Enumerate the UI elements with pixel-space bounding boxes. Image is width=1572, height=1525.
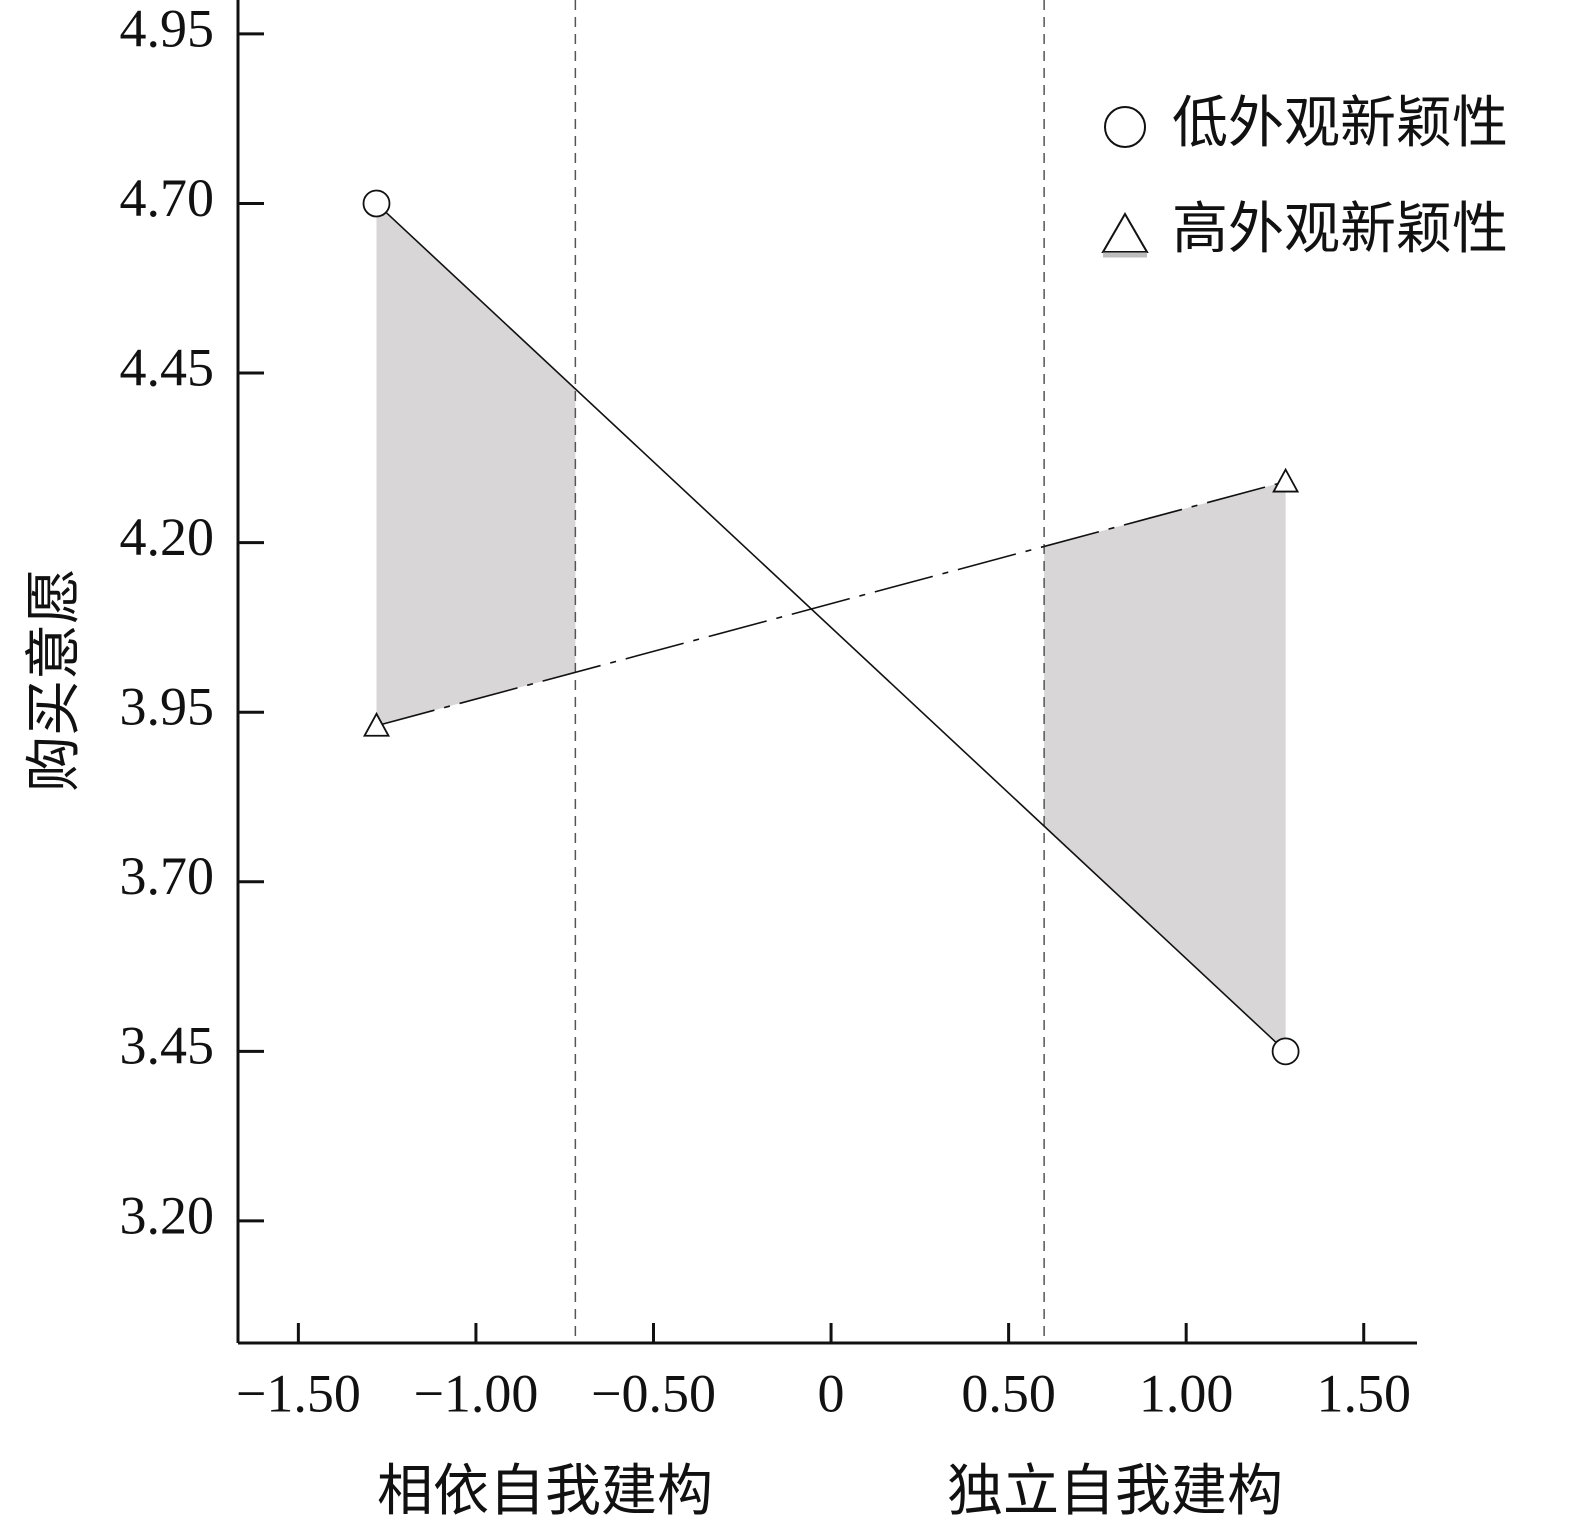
x-tick-label: −1.00: [413, 1363, 538, 1423]
y-tick-label: 3.70: [120, 846, 215, 906]
x-tick-label: −0.50: [591, 1363, 716, 1423]
legend-label-low-novelty: 低外观新颖性: [1172, 91, 1508, 156]
significance-region-2: [1044, 481, 1286, 1052]
legend-item-high-novelty: 高外观新颖性: [1101, 197, 1508, 262]
series-1-point: [1271, 1037, 1300, 1066]
series-line-1: [375, 202, 1287, 1052]
series-2-point: [362, 711, 391, 737]
axes: [236, 0, 1417, 1345]
significance-shading: [376, 203, 1286, 1052]
y-ticks: 3.20 3.45 3.70 3.95 4.20 4.45 4.70 4.95: [120, 0, 264, 1245]
series-2-point: [1272, 467, 1300, 493]
series-markers: [362, 189, 1300, 1066]
x-ticks: −1.50 −1.00 −0.50 0 0.50 1.00 1.50: [236, 1323, 1411, 1423]
y-tick-label: 4.95: [120, 0, 215, 58]
x-axis-title-right: 独立自我建构: [947, 1459, 1283, 1524]
legend-label-high-novelty: 高外观新颖性: [1172, 197, 1508, 262]
circle-marker-icon: [1104, 106, 1146, 148]
y-tick-label: 3.45: [120, 1016, 215, 1076]
x-tick-label: 1.00: [1139, 1363, 1234, 1423]
legend-item-low-novelty: 低外观新颖性: [1104, 91, 1508, 156]
y-tick-label: 4.45: [120, 337, 215, 397]
y-axis-title: 购买意愿: [22, 568, 87, 792]
x-tick-label: 0: [818, 1363, 845, 1423]
y-tick-label: 4.70: [120, 168, 215, 228]
series-1-point: [362, 189, 391, 218]
x-tick-label: 1.50: [1316, 1363, 1411, 1423]
series-line-2: [376, 480, 1286, 727]
x-tick-label: 0.50: [961, 1363, 1056, 1423]
y-tick-label: 4.20: [120, 507, 215, 567]
reference-lines: [574, 0, 1045, 1343]
legend: 低外观新颖性 高外观新颖性: [1101, 91, 1508, 262]
x-tick-label: −1.50: [236, 1363, 361, 1423]
significance-region-1: [376, 203, 576, 726]
y-tick-label: 3.20: [120, 1185, 215, 1245]
triangle-marker-icon: [1101, 212, 1149, 253]
series-lines: [375, 202, 1287, 1052]
y-tick-label: 3.95: [120, 677, 215, 737]
x-axis-title-left: 相依自我建构: [377, 1459, 713, 1524]
